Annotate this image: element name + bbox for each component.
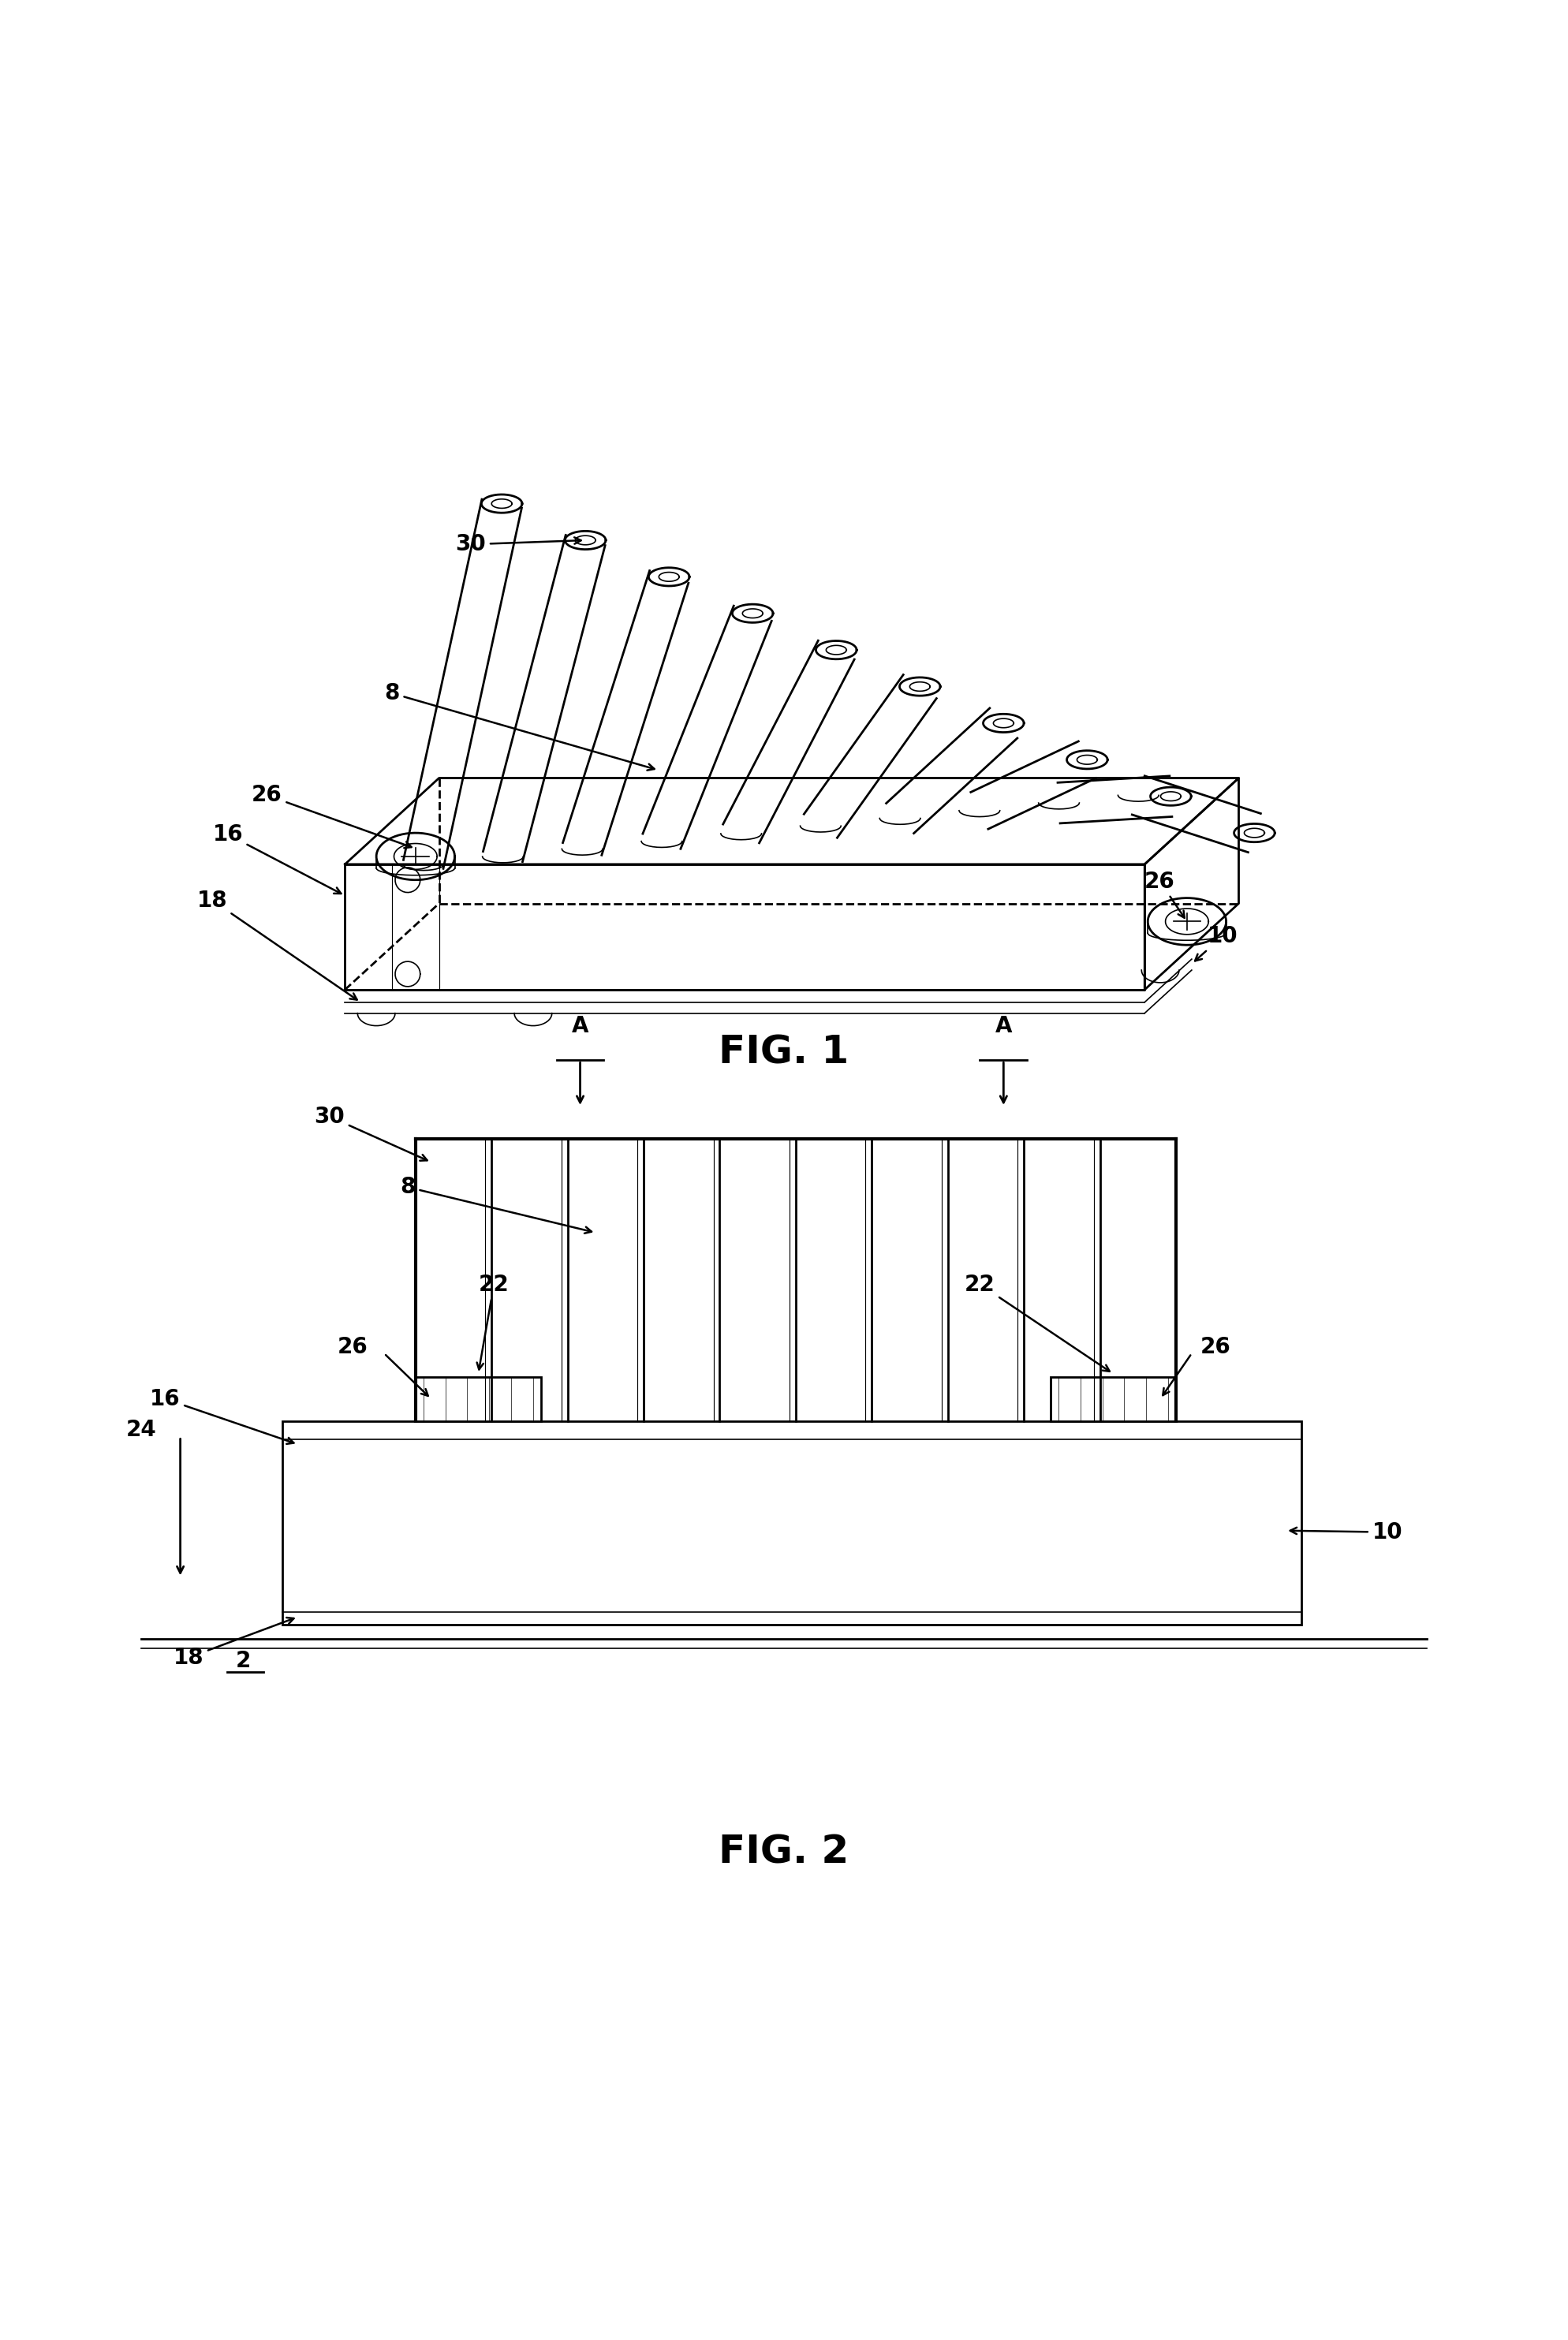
Text: 18: 18	[198, 889, 358, 999]
Bar	[282, 1420, 1301, 1624]
Text: 10: 10	[1195, 924, 1237, 962]
Text: FIG. 1: FIG. 1	[718, 1034, 850, 1072]
Text: 30: 30	[315, 1104, 426, 1161]
Text: 24: 24	[125, 1418, 157, 1441]
Text: 8: 8	[400, 1177, 591, 1233]
Text: 26: 26	[1145, 870, 1184, 917]
Text: 2: 2	[235, 1650, 251, 1671]
Text: A: A	[572, 1016, 588, 1037]
Text: 16: 16	[213, 824, 342, 894]
Text: 16: 16	[151, 1388, 293, 1444]
Text: 8: 8	[384, 683, 654, 770]
Text: 26: 26	[1200, 1336, 1231, 1357]
Text: 22: 22	[964, 1273, 1110, 1371]
Text: A: A	[996, 1016, 1011, 1037]
Text: 10: 10	[1290, 1521, 1402, 1542]
Text: FIG. 2: FIG. 2	[718, 1832, 850, 1872]
Bar	[416, 1376, 541, 1420]
Text: 22: 22	[477, 1273, 510, 1369]
Text: 26: 26	[252, 784, 411, 847]
Bar	[1051, 1376, 1176, 1420]
Text: 26: 26	[337, 1336, 368, 1357]
Text: 18: 18	[174, 1617, 293, 1668]
Text: 30: 30	[456, 534, 582, 555]
